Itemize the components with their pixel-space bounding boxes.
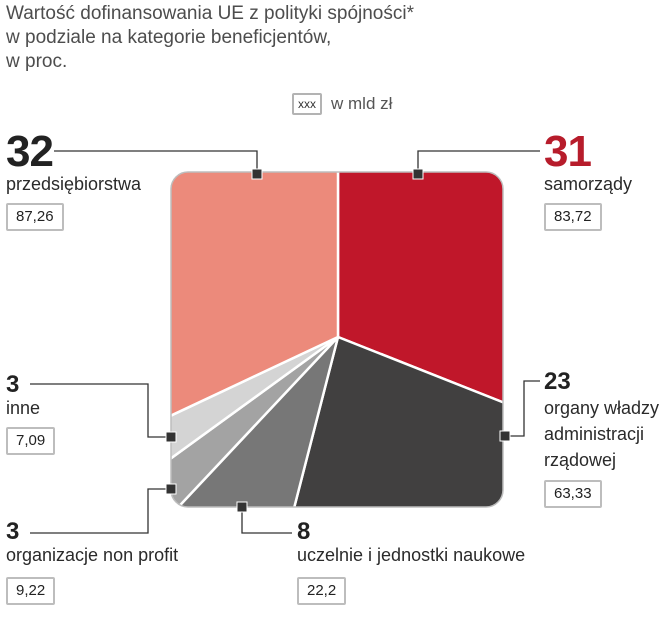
cat-organy-line-1: organy władzy bbox=[544, 398, 660, 418]
chart-frame bbox=[170, 171, 504, 508]
pie-slice-3 bbox=[171, 335, 340, 507]
pct-organy: 23 bbox=[544, 368, 571, 395]
legend-label: w mld zł bbox=[331, 94, 393, 113]
cat-inne: inne bbox=[6, 398, 41, 418]
leader-inne-marker bbox=[165, 431, 177, 443]
pie-slice-0 bbox=[336, 172, 503, 457]
leader-organy bbox=[505, 380, 540, 437]
leader-nonprofit bbox=[30, 488, 171, 534]
leader-przedsiebiorstwa-marker bbox=[251, 168, 263, 180]
leader-uczelnie-marker bbox=[236, 501, 248, 513]
leader-samorzady-marker bbox=[412, 168, 424, 180]
pct-nonprofit: 3 bbox=[6, 518, 20, 545]
cat-nonprofit: organizacje non profit bbox=[6, 545, 179, 565]
cat-przedsiebiorstwa: przedsiębiorstwa bbox=[6, 174, 142, 194]
leader-nonprofit-marker bbox=[165, 483, 177, 495]
pie-slice-1 bbox=[257, 335, 503, 507]
pie-slice-2 bbox=[171, 335, 340, 507]
val-przedsiebiorstwa: 87,26 bbox=[6, 203, 64, 231]
leader-samorzady bbox=[417, 150, 540, 174]
pct-inne: 3 bbox=[6, 371, 20, 398]
pie-slice-4 bbox=[171, 335, 340, 507]
legend: xxx w mld zł bbox=[292, 93, 392, 115]
leader-uczelnie bbox=[241, 507, 292, 534]
leader-przedsiebiorstwa bbox=[54, 150, 258, 174]
leader-lines bbox=[30, 150, 540, 534]
pct-samorzady: 31 bbox=[544, 127, 592, 176]
val-samorzady: 83,72 bbox=[544, 203, 602, 231]
cat-uczelnie: uczelnie i jednostki naukowe bbox=[297, 545, 526, 565]
legend-value-box: xxx bbox=[292, 93, 322, 115]
val-organy: 63,33 bbox=[544, 480, 602, 508]
title-line-1: Wartość dofinansowania UE z polityki spó… bbox=[6, 3, 414, 24]
cat-samorzady: samorządy bbox=[544, 174, 633, 194]
cat-organy-line-2: administracji bbox=[544, 424, 645, 444]
pct-przedsiebiorstwa: 32 bbox=[6, 127, 54, 176]
pie-slice-5 bbox=[171, 172, 340, 475]
val-inne: 7,09 bbox=[6, 427, 56, 455]
cat-organy-line-3: rządowej bbox=[544, 450, 617, 470]
val-uczelnie: 22,2 bbox=[297, 577, 347, 605]
pie-slices bbox=[171, 172, 503, 507]
leader-inne bbox=[30, 383, 171, 438]
leader-organy-marker bbox=[499, 430, 511, 442]
title-line-3: w proc. bbox=[6, 51, 68, 72]
title-line-2: w podziale na kategorie beneficjentów, bbox=[6, 27, 332, 48]
chart-title: Wartość dofinansowania UE z polityki spó… bbox=[6, 2, 426, 74]
pct-uczelnie: 8 bbox=[297, 518, 311, 545]
val-nonprofit: 9,22 bbox=[6, 577, 56, 605]
